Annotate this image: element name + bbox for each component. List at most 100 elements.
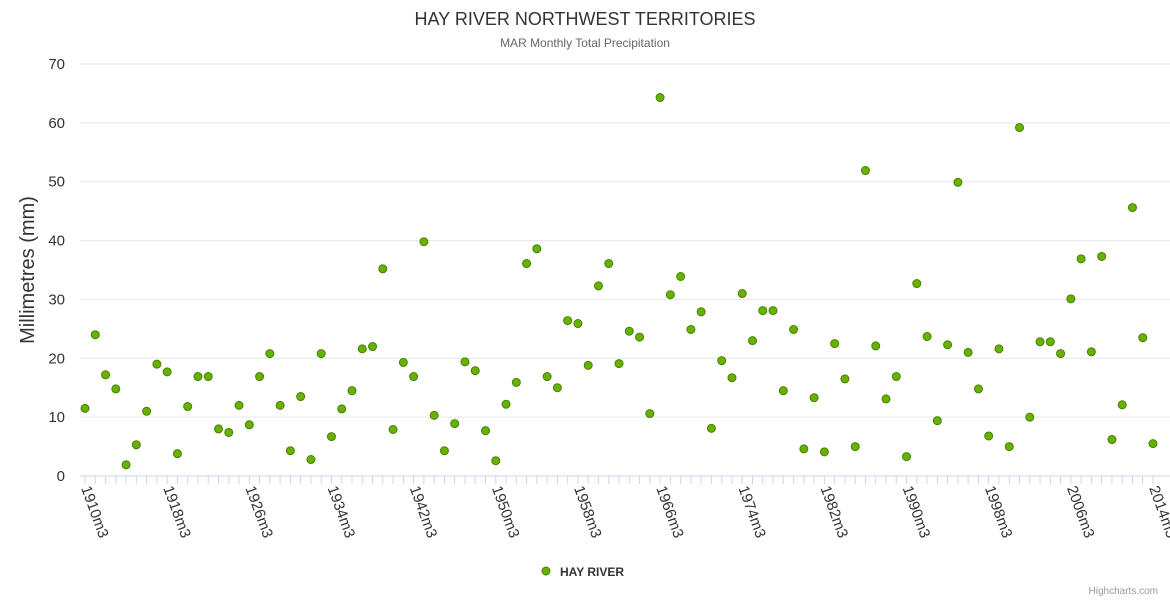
data-point[interactable] (963, 347, 973, 357)
legend-item[interactable]: HAY RIVER (541, 565, 624, 579)
data-point[interactable] (881, 394, 891, 404)
data-point[interactable] (778, 386, 788, 396)
data-point[interactable] (1004, 442, 1014, 452)
data-point[interactable] (1035, 337, 1045, 347)
data-point[interactable] (388, 425, 398, 435)
data-point[interactable] (809, 393, 819, 403)
data-point[interactable] (491, 456, 501, 466)
data-point[interactable] (234, 400, 244, 410)
data-point[interactable] (1127, 203, 1137, 213)
data-point[interactable] (1138, 333, 1148, 343)
data-point[interactable] (1117, 400, 1127, 410)
data-point[interactable] (532, 244, 542, 254)
data-point[interactable] (922, 332, 932, 342)
data-point[interactable] (470, 366, 480, 376)
data-point[interactable] (748, 336, 757, 346)
data-point[interactable] (819, 447, 829, 457)
data-point[interactable] (368, 342, 378, 352)
data-point[interactable] (912, 279, 922, 289)
data-point[interactable] (850, 442, 860, 452)
data-point[interactable] (902, 452, 912, 462)
data-point[interactable] (337, 404, 347, 414)
data-point[interactable] (214, 424, 223, 434)
data-point[interactable] (799, 444, 809, 454)
data-point[interactable] (460, 357, 470, 367)
data-point[interactable] (645, 409, 655, 419)
data-point[interactable] (871, 341, 881, 351)
data-point[interactable] (932, 416, 942, 426)
data-point[interactable] (891, 372, 901, 382)
data-point[interactable] (275, 400, 285, 410)
data-point[interactable] (727, 373, 737, 383)
data-point[interactable] (244, 420, 254, 430)
data-point[interactable] (768, 306, 778, 316)
data-point[interactable] (101, 370, 111, 380)
data-point[interactable] (162, 367, 172, 377)
data-point[interactable] (285, 446, 295, 456)
data-point[interactable] (552, 383, 562, 393)
data-point[interactable] (973, 384, 983, 394)
data-point[interactable] (1097, 251, 1107, 261)
data-point[interactable] (717, 356, 727, 366)
data-point[interactable] (624, 326, 634, 336)
data-point[interactable] (1045, 337, 1055, 347)
data-point[interactable] (183, 402, 193, 412)
data-point[interactable] (706, 423, 716, 433)
data-point[interactable] (758, 306, 768, 316)
data-point[interactable] (604, 259, 614, 269)
data-point[interactable] (860, 166, 870, 176)
data-point[interactable] (378, 264, 388, 274)
data-point[interactable] (326, 432, 336, 442)
data-point[interactable] (501, 399, 511, 409)
data-point[interactable] (994, 344, 1004, 354)
data-point[interactable] (409, 372, 419, 382)
data-point[interactable] (347, 386, 357, 396)
data-point[interactable] (511, 377, 521, 387)
data-point[interactable] (696, 307, 706, 317)
data-point[interactable] (737, 289, 747, 299)
data-point[interactable] (984, 431, 994, 441)
data-point[interactable] (593, 281, 603, 291)
data-point[interactable] (522, 259, 532, 269)
data-point[interactable] (142, 406, 152, 416)
data-point[interactable] (203, 372, 213, 382)
data-point[interactable] (419, 237, 429, 247)
data-point[interactable] (573, 319, 583, 329)
data-point[interactable] (265, 349, 275, 359)
data-point[interactable] (111, 384, 121, 394)
data-point[interactable] (1015, 123, 1024, 133)
data-point[interactable] (1056, 349, 1066, 359)
data-point[interactable] (635, 332, 645, 342)
data-point[interactable] (429, 410, 439, 420)
data-point[interactable] (655, 93, 665, 103)
data-point[interactable] (665, 290, 675, 300)
data-point[interactable] (953, 177, 963, 187)
data-point[interactable] (840, 374, 850, 384)
data-point[interactable] (80, 403, 90, 413)
data-point[interactable] (686, 324, 696, 334)
data-point[interactable] (255, 372, 265, 382)
data-point[interactable] (789, 324, 799, 334)
data-point[interactable] (481, 426, 490, 436)
data-point[interactable] (439, 446, 449, 456)
data-point[interactable] (152, 359, 162, 369)
data-point[interactable] (1076, 254, 1086, 264)
data-point[interactable] (450, 419, 460, 429)
data-point[interactable] (830, 339, 840, 349)
data-point[interactable] (193, 372, 203, 382)
data-point[interactable] (1066, 294, 1076, 304)
data-point[interactable] (563, 316, 573, 326)
data-point[interactable] (121, 460, 131, 470)
data-point[interactable] (357, 344, 367, 354)
data-point[interactable] (583, 360, 593, 370)
data-point[interactable] (172, 449, 182, 459)
data-point[interactable] (1148, 439, 1158, 449)
data-point[interactable] (1107, 435, 1117, 445)
data-point[interactable] (1025, 412, 1035, 422)
data-point[interactable] (316, 349, 326, 359)
data-point[interactable] (296, 392, 306, 402)
data-point[interactable] (943, 340, 953, 350)
data-point[interactable] (542, 372, 552, 382)
data-point[interactable] (676, 271, 686, 281)
data-point[interactable] (131, 440, 141, 450)
